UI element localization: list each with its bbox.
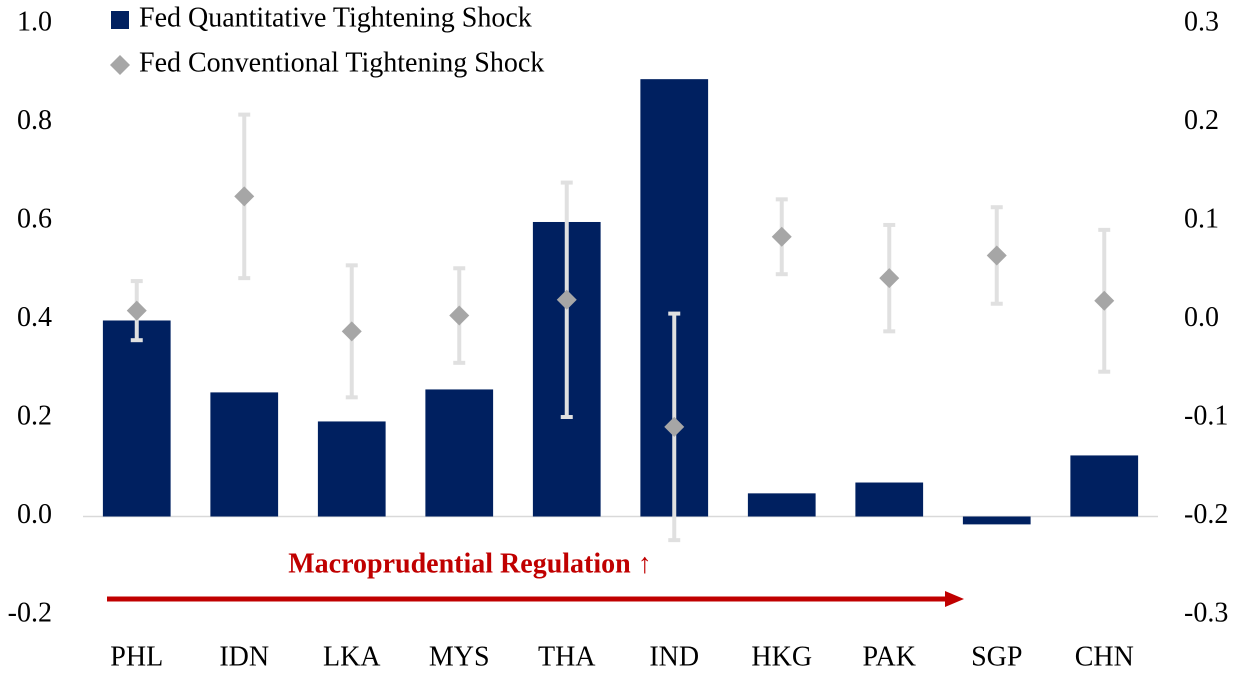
y2ticks-label: -0.3: [1184, 597, 1228, 628]
bar: [962, 516, 1031, 525]
x-tick-label: IND: [649, 641, 699, 672]
bar: [317, 421, 386, 517]
annotation: Macroprudential Regulation ↑: [288, 548, 651, 579]
marker: [986, 245, 1007, 266]
x-tick-label: SGP: [971, 641, 1022, 672]
bar: [855, 482, 924, 517]
marker: [879, 268, 900, 289]
y2ticks-label: 0.1: [1184, 203, 1219, 234]
yticks-label: 0.4: [17, 302, 52, 333]
y2ticks-label: 0.2: [1184, 105, 1219, 136]
yticks-label: 1.0: [17, 6, 52, 37]
bar: [1070, 455, 1139, 517]
marker: [664, 416, 685, 437]
y2ticks-label: -0.1: [1184, 400, 1228, 431]
marker: [126, 300, 147, 321]
x-tick-label: LKA: [323, 641, 381, 672]
yticks-label: 0.0: [17, 499, 52, 530]
marker: [556, 289, 577, 310]
x-tick-label: CHN: [1075, 641, 1134, 672]
marker: [771, 226, 792, 247]
x-tick-label: HKG: [751, 641, 812, 672]
legend-label: Fed Quantitative Tightening Shock: [139, 2, 532, 33]
regulation-arrowhead: [945, 591, 964, 607]
x-tick-label: THA: [538, 641, 596, 672]
x-tick-label: MYS: [429, 641, 490, 672]
marker: [449, 305, 470, 326]
yticks-label: 0.2: [17, 400, 52, 431]
y2ticks-label: 0.3: [1184, 6, 1219, 37]
bar: [425, 389, 494, 517]
marker: [1094, 290, 1115, 311]
x-tick-label: PAK: [863, 641, 916, 672]
y2ticks-label: 0.0: [1184, 302, 1219, 333]
bar: [210, 392, 279, 517]
x-tick-label: PHL: [110, 641, 163, 672]
marker: [341, 321, 362, 342]
bar: [747, 493, 816, 517]
bar: [102, 320, 171, 517]
marker: [234, 186, 255, 207]
legend-swatch: [111, 11, 129, 29]
x-tick-label: IDN: [219, 641, 269, 672]
y2ticks-label: -0.2: [1184, 499, 1228, 530]
legend-swatch: [110, 55, 130, 75]
yticks-label: -0.2: [8, 597, 52, 628]
yticks-label: 0.8: [17, 105, 52, 136]
yticks-label: 0.6: [17, 203, 52, 234]
legend-label: Fed Conventional Tightening Shock: [139, 47, 544, 78]
